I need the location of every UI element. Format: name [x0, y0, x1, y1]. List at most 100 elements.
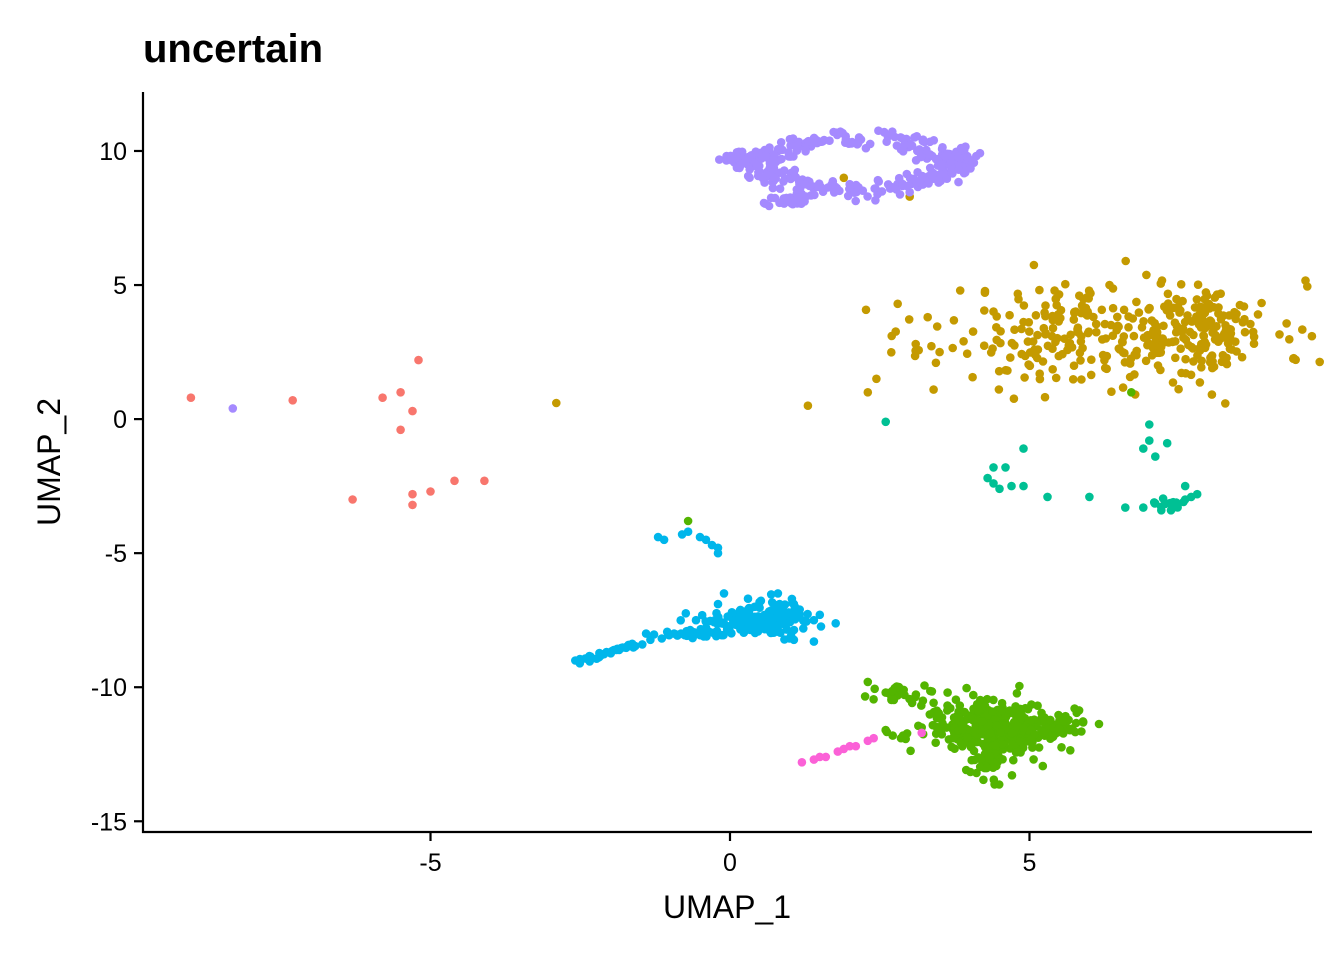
data-point	[743, 594, 753, 603]
data-point	[898, 731, 908, 740]
data-point	[1119, 305, 1129, 315]
data-point	[1010, 704, 1020, 714]
data-point	[744, 618, 753, 627]
data-point	[1007, 728, 1017, 738]
data-point	[1083, 328, 1093, 338]
data-point	[994, 366, 1004, 376]
data-point	[657, 634, 667, 643]
data-point	[1214, 303, 1223, 312]
data-point	[996, 338, 1005, 348]
data-point	[1001, 365, 1010, 375]
data-point	[1005, 310, 1014, 320]
data-point	[1070, 307, 1079, 317]
data-point	[905, 694, 914, 704]
data-point	[1181, 369, 1190, 378]
data-point	[975, 148, 985, 158]
data-point	[962, 683, 971, 693]
data-point	[998, 755, 1007, 764]
data-point	[1019, 481, 1028, 491]
data-point	[1038, 357, 1048, 366]
data-point	[1024, 360, 1033, 369]
data-point	[905, 173, 915, 183]
data-point	[575, 654, 585, 664]
data-point	[1186, 492, 1196, 502]
data-point	[929, 136, 939, 145]
data-point	[1142, 270, 1151, 280]
data-point	[1015, 737, 1025, 746]
data-point	[702, 632, 711, 641]
data-point	[715, 155, 724, 164]
data-point	[1170, 318, 1180, 328]
data-point	[1148, 328, 1158, 337]
data-point	[992, 312, 1001, 321]
data-point	[1157, 276, 1167, 285]
data-point	[954, 177, 963, 187]
data-point	[1075, 291, 1084, 301]
data-point	[1125, 359, 1135, 368]
data-point	[739, 628, 749, 637]
data-point	[1127, 388, 1136, 397]
data-point	[1167, 504, 1177, 513]
data-point	[1054, 710, 1063, 720]
data-point	[786, 152, 795, 161]
data-point	[1315, 357, 1324, 367]
data-point	[761, 151, 771, 161]
data-point	[1061, 279, 1070, 289]
data-point	[1207, 390, 1217, 399]
data-point	[917, 728, 926, 738]
data-point	[982, 694, 992, 704]
data-point	[872, 374, 881, 384]
data-point	[745, 173, 754, 182]
data-point	[1054, 351, 1064, 361]
data-point	[1051, 294, 1061, 303]
data-point	[887, 331, 896, 341]
data-point	[1139, 317, 1148, 326]
y-tick-label: -10	[91, 674, 127, 702]
data-point	[408, 406, 417, 416]
data-point	[871, 196, 880, 205]
data-point	[1017, 711, 1027, 720]
data-point	[1048, 315, 1058, 325]
data-point	[870, 184, 879, 193]
data-point	[761, 199, 770, 208]
data-point	[785, 134, 795, 144]
data-point	[1144, 305, 1153, 314]
data-point	[782, 193, 791, 203]
data-point	[950, 744, 959, 753]
data-point	[480, 476, 489, 486]
data-point	[803, 609, 812, 619]
data-point	[920, 681, 929, 690]
data-point	[1124, 323, 1133, 332]
data-point	[815, 752, 825, 762]
data-point	[869, 695, 878, 704]
data-point	[916, 152, 926, 162]
data-point	[911, 339, 920, 349]
data-point	[845, 741, 855, 751]
data-point	[942, 723, 951, 732]
data-point	[683, 527, 693, 536]
data-point	[1282, 319, 1291, 328]
data-point	[764, 144, 774, 154]
data-point	[1192, 295, 1202, 304]
data-point	[729, 154, 739, 163]
data-point	[1028, 337, 1038, 346]
data-point	[766, 193, 776, 203]
data-point	[1163, 289, 1173, 299]
data-point	[1086, 370, 1096, 380]
data-point	[938, 143, 947, 152]
data-point	[1107, 387, 1116, 397]
data-point	[863, 677, 873, 687]
data-point	[928, 720, 938, 730]
data-point	[895, 190, 905, 199]
data-point	[958, 724, 967, 734]
chart-title: uncertain	[143, 27, 323, 71]
data-point	[638, 640, 647, 649]
data-point	[997, 739, 1007, 749]
data-point	[836, 127, 845, 136]
data-point	[1019, 724, 1028, 733]
data-point	[791, 172, 801, 182]
data-point	[396, 425, 405, 435]
data-point	[806, 191, 816, 200]
data-point	[850, 188, 859, 197]
